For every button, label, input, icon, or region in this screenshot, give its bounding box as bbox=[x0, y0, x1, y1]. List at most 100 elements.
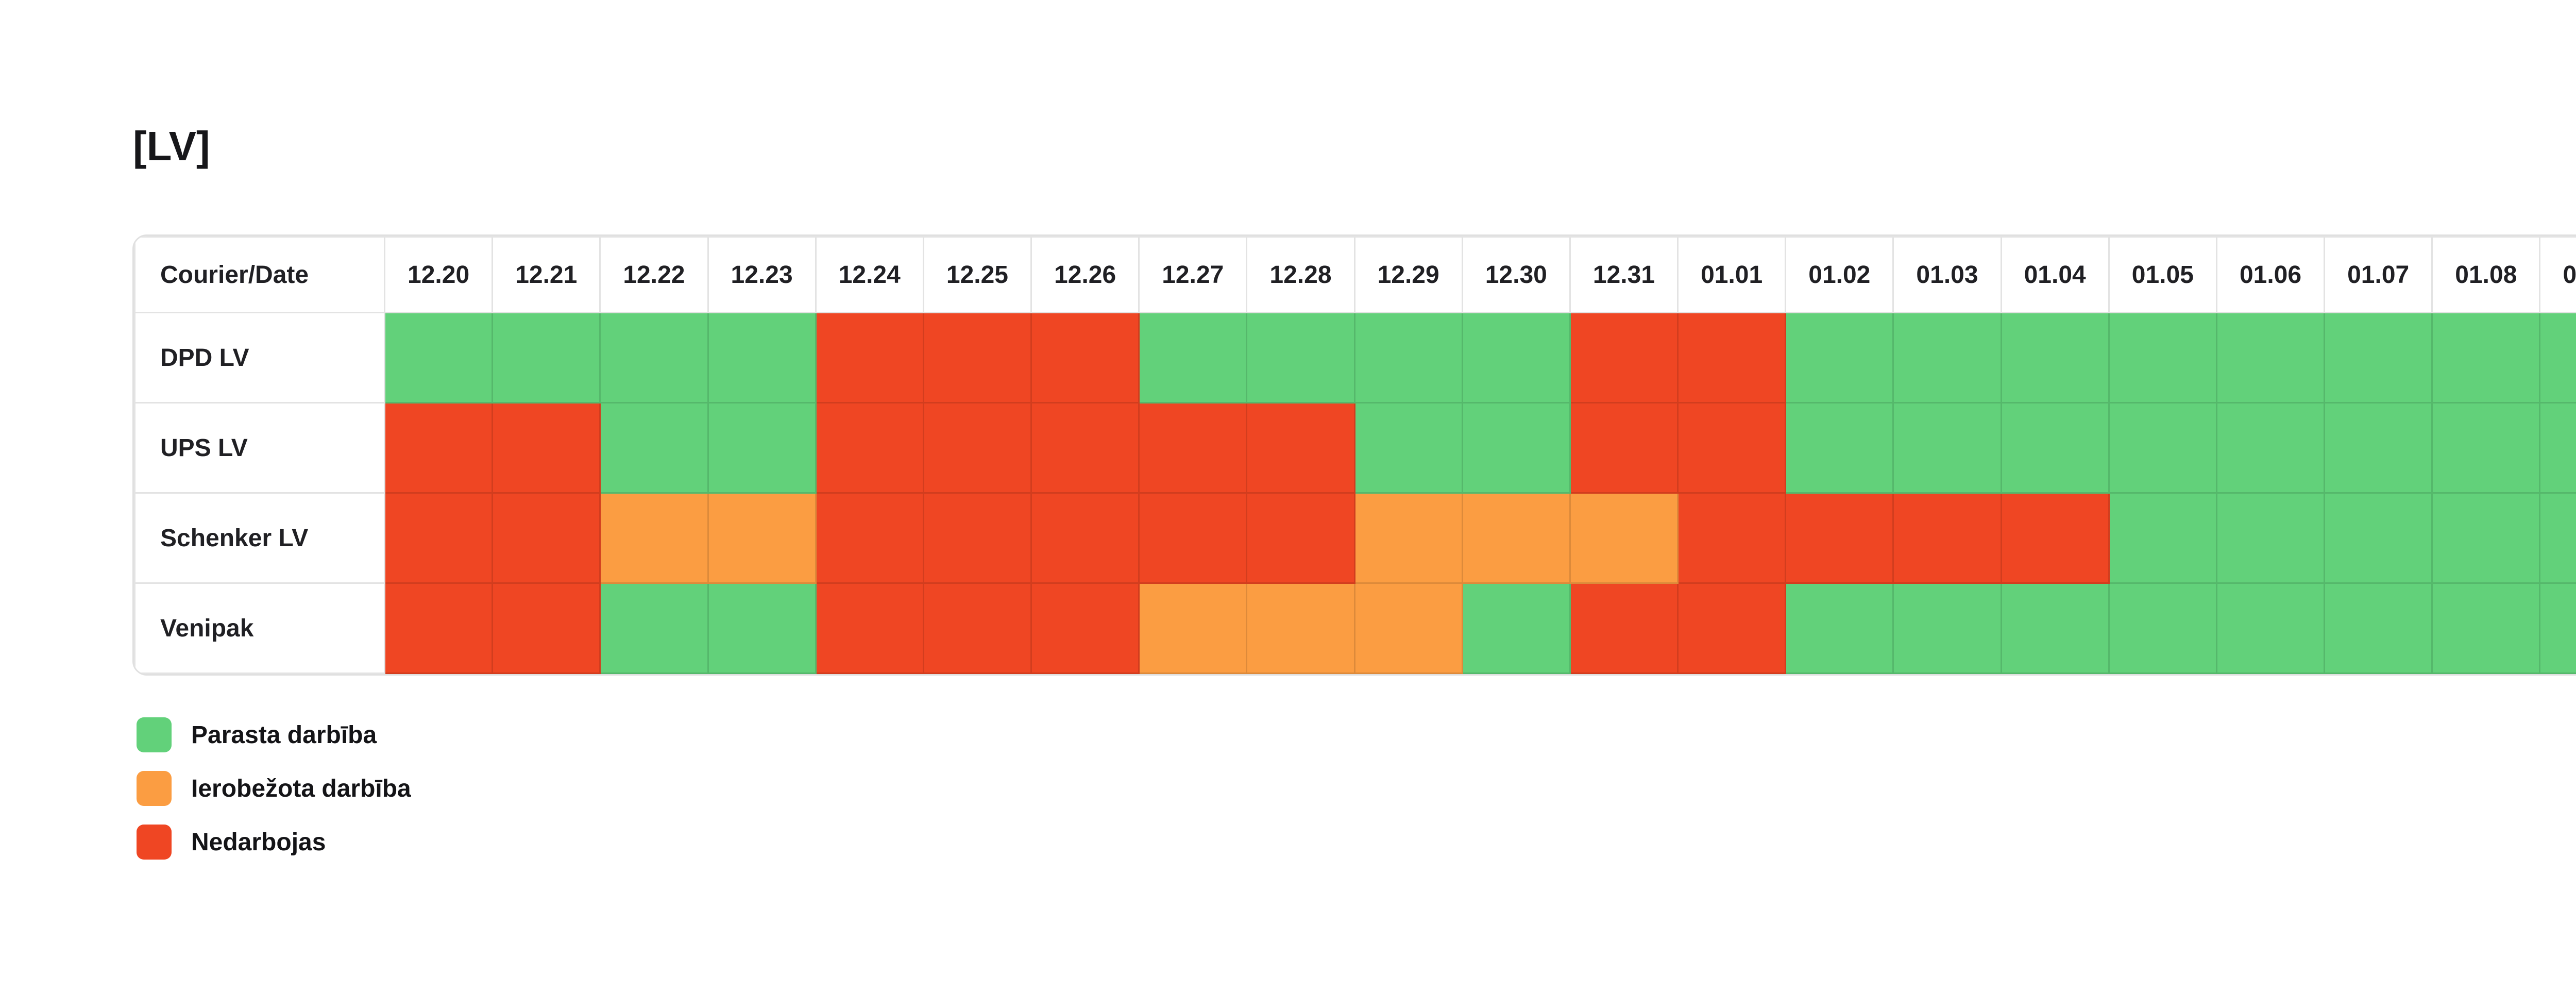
status-cell-normal bbox=[2431, 582, 2541, 674]
status-cell-normal bbox=[1138, 312, 1248, 403]
status-cell-down bbox=[383, 582, 494, 674]
date-header-row: Courier/Date 12.20 12.21 12.22 12.23 12.24 12… bbox=[134, 236, 2576, 313]
status-cell-normal bbox=[2324, 492, 2433, 584]
status-cell-down bbox=[1138, 492, 1248, 584]
date-header-cell: 12.27 bbox=[1138, 236, 1248, 313]
status-cell-down bbox=[1785, 492, 1894, 584]
legend-item-limited: Ierobežota darbība bbox=[137, 771, 411, 806]
date-header-cell: 12.31 bbox=[1569, 236, 1679, 313]
status-cell-normal bbox=[1892, 402, 2002, 494]
status-cell-limited bbox=[1569, 492, 1679, 584]
date-header-cell: 12.21 bbox=[492, 236, 601, 313]
status-cell-down bbox=[922, 582, 1032, 674]
status-cell-normal bbox=[1892, 582, 2002, 674]
status-cell-limited bbox=[1246, 582, 1355, 674]
courier-label: Venipak bbox=[134, 582, 385, 674]
date-header-cell: 01.06 bbox=[2215, 236, 2326, 313]
status-cell-down bbox=[1138, 402, 1248, 494]
courier-status-table: Courier/Date 12.20 12.21 12.22 12.23 12.24 12… bbox=[134, 236, 2576, 674]
status-cell-down bbox=[1030, 492, 1140, 584]
status-cell-normal bbox=[1353, 402, 1463, 494]
status-cell-normal bbox=[2108, 312, 2217, 403]
date-header-cell: 01.05 bbox=[2108, 236, 2217, 313]
legend-label: Ierobežota darbība bbox=[191, 775, 411, 802]
status-cell-down bbox=[1677, 582, 1787, 674]
status-cell-normal bbox=[2431, 312, 2541, 403]
status-cell-down bbox=[922, 492, 1032, 584]
corner-header-cell: Courier/Date bbox=[134, 236, 385, 313]
status-cell-down bbox=[815, 492, 924, 584]
date-header-cell: 01.04 bbox=[2000, 236, 2110, 313]
status-cell-normal bbox=[1461, 312, 1571, 403]
status-cell-down bbox=[1569, 312, 1679, 403]
status-cell-normal bbox=[1246, 312, 1355, 403]
status-cell-normal bbox=[1785, 402, 1894, 494]
status-cell-limited bbox=[599, 492, 709, 584]
date-header-cell: 01.02 bbox=[1785, 236, 1894, 313]
date-header-cell: 12.20 bbox=[383, 236, 494, 313]
status-cell-down bbox=[492, 492, 601, 584]
status-cell-normal bbox=[707, 312, 817, 403]
status-cell-normal bbox=[2215, 402, 2326, 494]
status-cell-limited bbox=[1353, 582, 1463, 674]
date-header-cell: 01.09 bbox=[2539, 236, 2576, 313]
status-cell-normal bbox=[2215, 312, 2326, 403]
status-cell-normal bbox=[599, 402, 709, 494]
status-cell-down bbox=[383, 402, 494, 494]
status-cell-normal bbox=[2539, 402, 2576, 494]
status-cell-down bbox=[1677, 492, 1787, 584]
status-cell-normal bbox=[2000, 312, 2110, 403]
courier-label: Schenker LV bbox=[134, 492, 385, 584]
date-header-cell: 12.25 bbox=[922, 236, 1032, 313]
status-cell-normal bbox=[2000, 402, 2110, 494]
date-header-cell: 01.01 bbox=[1677, 236, 1787, 313]
courier-status-table-container: Courier/Date 12.20 12.21 12.22 12.23 12.24 12… bbox=[132, 234, 2576, 676]
date-header-cell: 12.22 bbox=[599, 236, 709, 313]
status-cell-normal bbox=[599, 582, 709, 674]
date-header-cell: 12.23 bbox=[707, 236, 817, 313]
date-header-cell: 12.24 bbox=[815, 236, 924, 313]
status-cell-normal bbox=[2539, 312, 2576, 403]
status-cell-down bbox=[815, 582, 924, 674]
status-cell-limited bbox=[707, 492, 817, 584]
status-table-body: DPD LV UPS LV Schenker LV Venipak bbox=[134, 312, 2576, 674]
status-cell-down bbox=[1892, 492, 2002, 584]
date-header-cell: 01.03 bbox=[1892, 236, 2002, 313]
status-cell-normal bbox=[599, 312, 709, 403]
status-cell-normal bbox=[2215, 492, 2326, 584]
status-cell-normal bbox=[383, 312, 494, 403]
status-cell-down bbox=[922, 402, 1032, 494]
status-cell-down bbox=[2000, 492, 2110, 584]
status-cell-limited bbox=[1353, 492, 1463, 584]
status-cell-down bbox=[1569, 582, 1679, 674]
status-cell-normal bbox=[2324, 402, 2433, 494]
status-cell-normal bbox=[1461, 402, 1571, 494]
status-cell-normal bbox=[2215, 582, 2326, 674]
date-header-cell: 12.29 bbox=[1353, 236, 1463, 313]
date-header-cell: 12.28 bbox=[1246, 236, 1355, 313]
status-cell-normal bbox=[1785, 312, 1894, 403]
legend-item-normal: Parasta darbība bbox=[137, 717, 411, 752]
status-cell-down bbox=[1569, 402, 1679, 494]
legend-item-down: Nedarbojas bbox=[137, 825, 411, 860]
date-header-cell: 12.26 bbox=[1030, 236, 1140, 313]
courier-row: Schenker LV bbox=[134, 492, 2576, 584]
status-cell-normal bbox=[707, 582, 817, 674]
status-cell-normal bbox=[2324, 312, 2433, 403]
status-cell-limited bbox=[1138, 582, 1248, 674]
legend-label: Parasta darbība bbox=[191, 721, 377, 749]
date-header-cell: 01.08 bbox=[2431, 236, 2541, 313]
status-cell-down bbox=[492, 582, 601, 674]
page-title: [LV] bbox=[133, 123, 210, 169]
status-cell-down bbox=[1030, 312, 1140, 403]
legend-label: Nedarbojas bbox=[191, 828, 326, 856]
status-cell-down bbox=[1030, 402, 1140, 494]
status-cell-down bbox=[922, 312, 1032, 403]
status-legend: Parasta darbība Ierobežota darbība Nedarbo… bbox=[137, 717, 411, 860]
status-cell-normal bbox=[492, 312, 601, 403]
status-cell-normal bbox=[2108, 582, 2217, 674]
status-cell-down bbox=[383, 492, 494, 584]
status-cell-normal bbox=[2108, 402, 2217, 494]
status-cell-normal bbox=[2108, 492, 2217, 584]
status-cell-normal bbox=[1892, 312, 2002, 403]
